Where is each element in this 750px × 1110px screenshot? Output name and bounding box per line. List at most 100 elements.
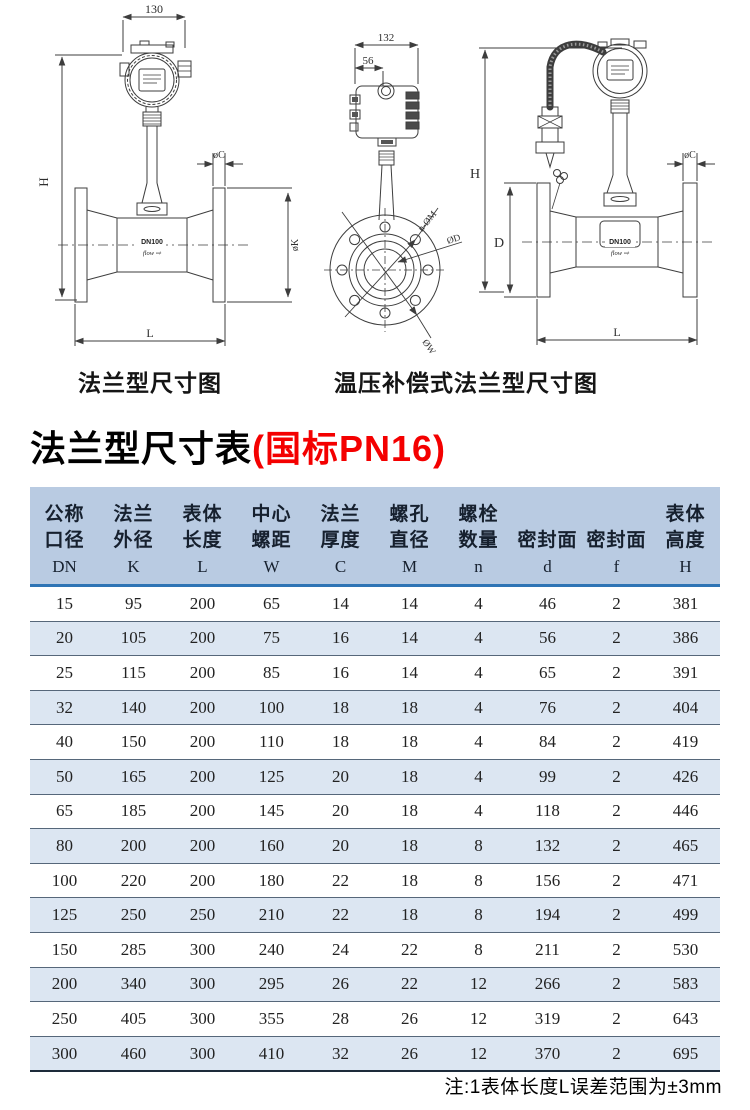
table-cell: 2	[582, 621, 651, 657]
table-cell: 14	[306, 585, 375, 622]
table-cell: 46	[513, 585, 582, 622]
table-cell: 465	[651, 828, 720, 864]
table-row: 50 165 200 125 20 18 4 99 2 426	[30, 759, 720, 795]
table-cell: 125	[30, 897, 99, 933]
meter-body	[522, 182, 714, 298]
table-cell: 65	[30, 794, 99, 830]
dim-label-H: H	[470, 167, 480, 182]
meter-body	[58, 187, 248, 303]
table-cell: 200	[168, 655, 237, 691]
column-header-zh: 长度	[182, 529, 223, 551]
table-cell: 16	[306, 655, 375, 691]
table-cell: 12	[444, 1001, 513, 1037]
table-cell: 18	[375, 897, 444, 933]
column-header: 表体 高度 H	[651, 487, 720, 587]
column-header: 密封面 f	[582, 487, 651, 587]
table-cell: 85	[237, 655, 306, 691]
table-cell: 16	[306, 621, 375, 657]
table-cell: 200	[168, 863, 237, 899]
table-cell: 643	[651, 1001, 720, 1037]
table-cell: 405	[99, 1001, 168, 1037]
dim-label-L: L	[146, 326, 153, 340]
table-row: 250 405 300 355 28 26 12 319 2 643	[30, 1001, 720, 1037]
column-header-code: DN	[52, 557, 77, 576]
dim-body-diameter	[504, 182, 536, 298]
table-cell: 583	[651, 967, 720, 1003]
table-cell: 200	[168, 621, 237, 657]
dim-130	[122, 13, 186, 52]
dim-56	[354, 64, 384, 86]
table-cell: 200	[168, 585, 237, 622]
dim-label-L: L	[613, 325, 620, 339]
table-row: 100 220 200 180 22 18 8 156 2 471	[30, 863, 720, 899]
table-cell: 386	[651, 621, 720, 657]
dim-H	[55, 54, 122, 301]
dim-label-oC: øC	[684, 150, 696, 161]
flange-face	[324, 208, 446, 332]
column-header-code: f	[613, 557, 620, 576]
table-cell: 105	[99, 621, 168, 657]
table-cell: 300	[168, 1036, 237, 1073]
table-cell: 150	[99, 724, 168, 760]
table-row: 150 285 300 240 24 22 8 211 2 530	[30, 932, 720, 968]
flange-face-drawing-svg: 132 56 n-ØM ØD ØW	[324, 32, 463, 357]
table-cell: 2	[582, 1001, 651, 1037]
flow-logo: flow ⇨	[611, 250, 630, 257]
column-header: 中心 螺距 W	[237, 487, 306, 587]
table-cell: 75	[237, 621, 306, 657]
table-cell: 426	[651, 759, 720, 795]
table-cell: 319	[513, 1001, 582, 1037]
table-cell: 2	[582, 932, 651, 968]
table-cell: 250	[99, 897, 168, 933]
table-cell: 84	[513, 724, 582, 760]
flange-type-drawing-svg: 130 H øC øK L DN100 flow ⇨	[36, 2, 300, 346]
column-header-zh: 法兰	[113, 503, 154, 525]
table-cell: 4	[444, 690, 513, 726]
table-cell: 18	[375, 690, 444, 726]
table-cell: 210	[237, 897, 306, 933]
table-body: 15 95 200 65 14 14 4 46 2 381 20 105 200 75 16 14 4 56 2 38…	[30, 585, 720, 1073]
dim-flange-diameter	[227, 187, 292, 303]
column-header: 公称 口径 DN	[30, 487, 99, 587]
table-cell: 2	[582, 759, 651, 795]
table-cell: 14	[375, 585, 444, 622]
table-cell: 22	[375, 932, 444, 968]
table-cell: 50	[30, 759, 99, 795]
flange-face-drawing: 132 56 n-ØM ØD ØW	[310, 20, 470, 360]
dim-label-oW: ØW	[420, 338, 437, 357]
table-cell: 285	[99, 932, 168, 968]
section-title-red: (国标PN16)	[252, 428, 447, 469]
table-cell: 18	[375, 724, 444, 760]
table-cell: 300	[30, 1036, 99, 1073]
dim-label-n-oM: n-ØM	[417, 209, 440, 234]
table-row: 20 105 200 75 16 14 4 56 2 386	[30, 621, 720, 657]
section-title: 法兰型尺寸表(国标PN16)	[30, 420, 446, 472]
table-cell: 8	[444, 932, 513, 968]
table-cell: 8	[444, 828, 513, 864]
table-cell: 8	[444, 897, 513, 933]
table-cell: 300	[168, 967, 237, 1003]
transmitter-housing-side	[349, 82, 420, 147]
table-row: 80 200 200 160 20 18 8 132 2 465	[30, 828, 720, 864]
dim-label-132: 132	[378, 32, 395, 44]
transmitter-head	[119, 40, 192, 108]
table-row: 32 140 200 100 18 18 4 76 2 404	[30, 690, 720, 726]
table-cell: 156	[513, 863, 582, 899]
dim-label-oD: ØD	[446, 233, 462, 247]
table-cell: 185	[99, 794, 168, 830]
table-cell: 446	[651, 794, 720, 830]
table-cell: 2	[582, 967, 651, 1003]
column-header-zh: 外径	[113, 529, 154, 551]
table-row: 300 460 300 410 32 26 12 370 2 695	[30, 1036, 720, 1073]
table-cell: 25	[30, 655, 99, 691]
column-header-zh: 公称	[44, 503, 85, 525]
table-cell: 2	[582, 863, 651, 899]
table-cell: 200	[168, 759, 237, 795]
column-header-zh: 密封面	[586, 529, 647, 551]
column-header-zh: 中心	[251, 503, 292, 525]
caption-flange-type: 法兰型尺寸图	[78, 370, 222, 396]
table-cell: 419	[651, 724, 720, 760]
flange-type-drawing: 130 H øC øK L DN100 flow ⇨	[0, 0, 300, 360]
table-cell: 26	[306, 967, 375, 1003]
table-cell: 300	[168, 932, 237, 968]
